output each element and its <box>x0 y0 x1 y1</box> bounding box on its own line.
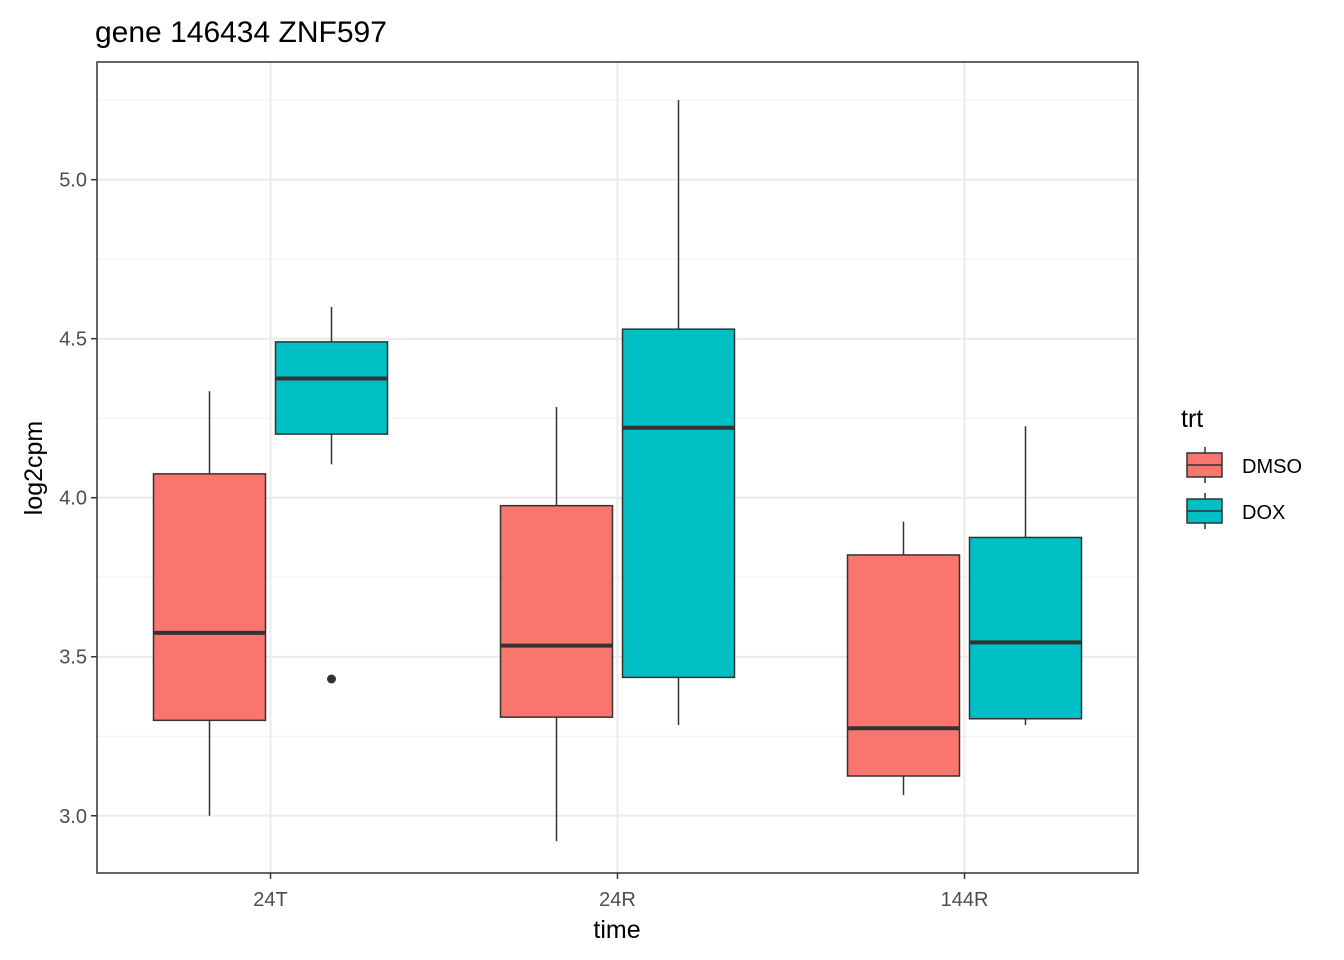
legend: trt DMSO DOX <box>1181 405 1302 529</box>
x-axis: 24T 24R 144R <box>253 873 988 911</box>
legend-key-dox <box>1186 493 1223 529</box>
x-tick-label: 24R <box>599 889 636 911</box>
box-body <box>968 536 1083 720</box>
box-dox-24r <box>621 100 736 726</box>
box-dox-24t <box>274 306 389 684</box>
legend-label-dmso: DMSO <box>1242 456 1302 478</box>
box-body <box>621 328 736 679</box>
box-dmso-24r <box>499 407 614 842</box>
box-body <box>274 341 389 435</box>
chart-title: gene 146434 ZNF597 <box>95 16 387 49</box>
x-axis-title: time <box>593 916 640 944</box>
y-tick-label: 4.0 <box>59 488 87 510</box>
box-dmso-24t <box>152 391 267 816</box>
y-tick-label: 5.0 <box>59 170 87 192</box>
major-gridlines <box>97 62 1138 873</box>
box-dox-144r <box>968 426 1083 726</box>
legend-title: trt <box>1181 405 1203 433</box>
y-tick-label: 3.0 <box>59 806 87 828</box>
box-body <box>499 504 614 718</box>
y-axis: 3.0 3.5 4.0 4.5 5.0 <box>59 170 97 828</box>
y-tick-label: 3.5 <box>59 647 87 669</box>
box-dmso-144r <box>846 521 961 796</box>
box-body <box>846 554 961 777</box>
box-body <box>152 473 267 722</box>
y-axis-title: log2cpm <box>20 421 48 516</box>
x-tick-label: 144R <box>941 889 989 911</box>
legend-key-dmso <box>1186 447 1223 483</box>
x-tick-label: 24T <box>253 889 287 911</box>
legend-label-dox: DOX <box>1242 502 1285 524</box>
y-tick-label: 4.5 <box>59 329 87 351</box>
outlier-point <box>327 674 336 684</box>
box-layer <box>152 100 1083 842</box>
